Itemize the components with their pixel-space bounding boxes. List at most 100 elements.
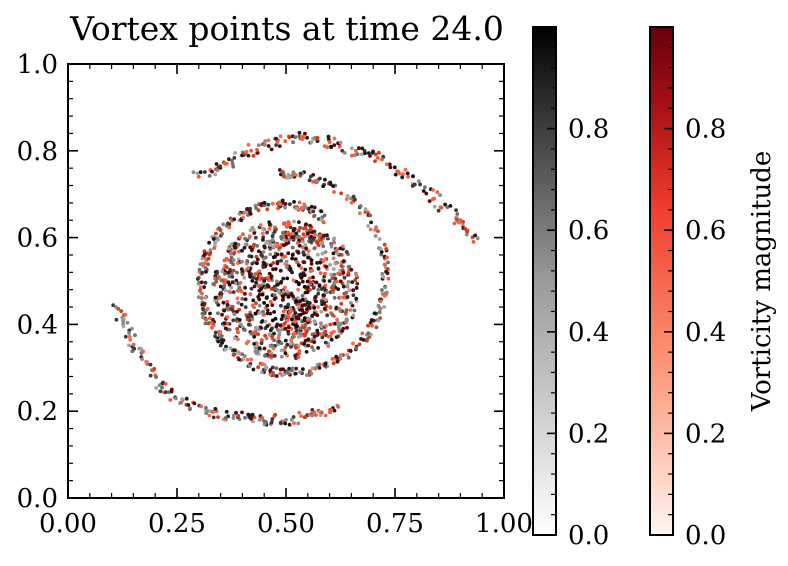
scatter-point-fill bbox=[283, 421, 288, 426]
scatter-point-core bbox=[300, 279, 305, 284]
scatter-point-fill bbox=[302, 415, 307, 420]
scatter-point-core bbox=[235, 327, 240, 331]
scatter-point-fill bbox=[297, 134, 302, 139]
scatter-point-band bbox=[358, 204, 363, 209]
scatter-point-core bbox=[303, 225, 308, 230]
scatter-point bbox=[257, 418, 262, 422]
scatter-point-band bbox=[208, 248, 213, 253]
scatter-point-core bbox=[316, 346, 320, 350]
scatter-point-band bbox=[374, 325, 379, 330]
scatter-point-band bbox=[227, 225, 232, 230]
scatter-point-band bbox=[195, 277, 200, 281]
scatter-point-core bbox=[215, 276, 220, 281]
scatter-point-core bbox=[300, 297, 305, 302]
scatter-point-core bbox=[306, 249, 311, 254]
scatter-point-fill bbox=[292, 421, 296, 425]
scatter-point-core bbox=[350, 280, 355, 284]
scatter-point-core bbox=[271, 267, 275, 272]
scatter-point-core bbox=[225, 303, 230, 307]
scatter-point-band bbox=[228, 346, 233, 350]
scatter-point-band bbox=[339, 191, 343, 196]
scatter-point-core bbox=[339, 301, 344, 306]
scatter-point-core bbox=[303, 322, 308, 327]
scatter-point-core bbox=[300, 303, 305, 308]
scatter-point-band bbox=[283, 202, 288, 206]
scatter-point-core bbox=[285, 231, 290, 236]
scatter-point-band bbox=[264, 365, 269, 370]
scatter-point-fill bbox=[180, 397, 184, 401]
scatter-point-core bbox=[282, 222, 286, 226]
scatter-point-core bbox=[316, 266, 321, 271]
scatter-point-band bbox=[270, 201, 275, 206]
scatter-point-fill bbox=[246, 142, 251, 147]
scatter-point-band bbox=[381, 275, 386, 279]
scatter-point-core bbox=[337, 306, 342, 311]
scatter-point-core bbox=[274, 324, 279, 329]
scatter-point-core bbox=[265, 303, 270, 308]
scatter-point-core bbox=[322, 293, 326, 298]
scatter-point-core bbox=[346, 279, 351, 284]
scatter-point-core bbox=[290, 256, 294, 261]
scatter-point-fill bbox=[291, 140, 295, 145]
scatter-point-core bbox=[215, 271, 219, 276]
scatter-point-fill bbox=[396, 169, 401, 174]
scatter-point bbox=[140, 357, 145, 361]
scatter-point-core bbox=[324, 324, 328, 328]
scatter-point-core bbox=[308, 288, 312, 292]
scatter-point-core bbox=[261, 238, 265, 242]
scatter-point-fill bbox=[298, 326, 303, 331]
plot-frame bbox=[67, 63, 505, 499]
scatter-point-band bbox=[210, 325, 214, 330]
scatter-point-core bbox=[223, 272, 227, 276]
scatter-point-fill bbox=[317, 409, 322, 414]
scatter-point-core bbox=[286, 251, 291, 256]
scatter-point-core bbox=[235, 309, 239, 314]
scatter-point-fill bbox=[242, 275, 247, 280]
scatter-point-fill bbox=[211, 415, 216, 420]
scatter-point-core bbox=[299, 341, 304, 346]
scatter-point-core bbox=[251, 227, 256, 232]
scatter-point-core bbox=[233, 241, 238, 246]
scatter-point-band bbox=[270, 365, 275, 370]
scatter-point-core bbox=[314, 299, 318, 304]
scatter-point-band bbox=[277, 200, 281, 205]
scatter-point-core bbox=[241, 232, 245, 237]
scatter-point-band bbox=[383, 285, 388, 290]
scatter-point-band bbox=[256, 208, 261, 213]
scatter-point-core bbox=[307, 276, 312, 281]
scatter-point-fill bbox=[393, 172, 398, 177]
scatter-point-core bbox=[284, 239, 289, 244]
scatter-point-core bbox=[309, 258, 314, 263]
scatter-point-fill bbox=[431, 188, 435, 192]
scatter-point-core bbox=[269, 344, 274, 349]
scatter-point-core bbox=[257, 288, 262, 293]
scatter-point-core bbox=[309, 234, 314, 239]
scatter-point-band bbox=[373, 227, 377, 232]
scatter-point-core bbox=[248, 292, 253, 297]
scatter-point bbox=[205, 409, 210, 414]
scatter-point-core bbox=[265, 324, 270, 328]
scatter-point-core bbox=[324, 298, 328, 302]
scatter-point-band bbox=[204, 317, 209, 322]
scatter-point-fill bbox=[315, 136, 320, 140]
scatter-point-band bbox=[274, 374, 279, 378]
scatter-point-fill bbox=[283, 326, 288, 331]
scatter-point-core bbox=[301, 250, 306, 255]
colorbar-tick-label: 0.8 bbox=[568, 115, 609, 145]
scatter-point-fill bbox=[332, 408, 337, 413]
scatter-point-fill bbox=[279, 317, 284, 322]
scatter-point-core bbox=[329, 244, 334, 249]
scatter-point-fill bbox=[320, 287, 324, 291]
scatter-point-core bbox=[308, 227, 313, 232]
scatter-point-core bbox=[315, 252, 320, 257]
scatter-point-fill bbox=[204, 405, 208, 410]
scatter-point-band bbox=[200, 256, 205, 261]
scatter-point-band bbox=[271, 370, 275, 375]
scatter-point-fill bbox=[188, 407, 192, 412]
scatter-point-fill bbox=[154, 375, 158, 379]
scatter-points bbox=[111, 130, 480, 427]
scatter-point-fill bbox=[244, 149, 249, 154]
scatter-point-core bbox=[286, 325, 291, 330]
scatter-point-core bbox=[311, 348, 316, 352]
scatter-point-band bbox=[310, 366, 315, 371]
